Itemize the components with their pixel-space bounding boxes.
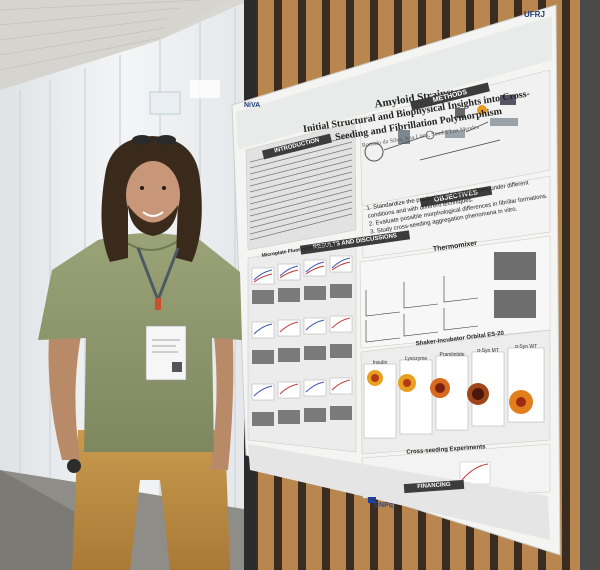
- right-panel: [580, 0, 600, 570]
- logo-ufrj: UFRJ: [524, 10, 545, 19]
- watch: [67, 459, 81, 473]
- microplate-curves: [253, 257, 351, 397]
- thermo-micrograph-2: [494, 290, 536, 318]
- shaker-label-asyn-wt: α-Syn WT: [514, 344, 538, 350]
- methods-diagram-circle: [364, 142, 384, 162]
- shaker-label-asyn-mt: α-Syn MT: [477, 348, 499, 354]
- face: [126, 161, 180, 229]
- badge-lines: [152, 339, 180, 353]
- ceiling: [0, 0, 230, 90]
- methods-device1: [445, 130, 465, 138]
- smile: [142, 211, 164, 217]
- shaker-label-lysozyme: Lysozyme: [404, 356, 428, 362]
- methods-device5: [500, 95, 516, 105]
- financing-band: [248, 444, 550, 540]
- shaker-label-pramlintide: Pramlintide: [439, 352, 465, 358]
- ceiling-lines: [0, 0, 201, 71]
- beard: [128, 205, 178, 236]
- right-arm: [210, 320, 234, 470]
- shaker-rings: [367, 370, 533, 414]
- microplate-charts: [251, 255, 353, 401]
- microplate-micrographs: [252, 284, 352, 426]
- eye-right: [162, 186, 166, 190]
- ceiling-light: [190, 80, 220, 98]
- pants: [72, 430, 230, 570]
- exit-sign: [149, 91, 181, 115]
- floor-shadow: [0, 470, 90, 570]
- eu-flag: [368, 497, 376, 503]
- shaker-label-insulin: Insulin: [372, 360, 388, 366]
- methods-orange-dot: [477, 105, 487, 115]
- methods-device2: [490, 118, 518, 126]
- poster-header: [236, 16, 552, 150]
- cross-seeding-curve: [461, 463, 489, 481]
- thermomixer-plots: [365, 276, 479, 343]
- eye-left: [140, 186, 144, 190]
- logo-cnpq: CNPq: [374, 502, 394, 509]
- methods-device4: [455, 108, 465, 118]
- cross-seeding-plot: [459, 461, 491, 485]
- lanyard-clip: [155, 298, 161, 310]
- logo-niva: NiVA: [244, 102, 261, 109]
- sunglasses: [132, 135, 176, 145]
- methods-diagram-circle2: [425, 130, 435, 140]
- methods-device3: [398, 130, 410, 144]
- thermo-micrograph-1: [494, 252, 536, 280]
- shirt: [38, 233, 242, 452]
- intro-text-lines: [249, 135, 353, 241]
- badge-qr: [172, 362, 182, 372]
- methods-arrows: [383, 121, 501, 161]
- left-arm: [48, 320, 82, 460]
